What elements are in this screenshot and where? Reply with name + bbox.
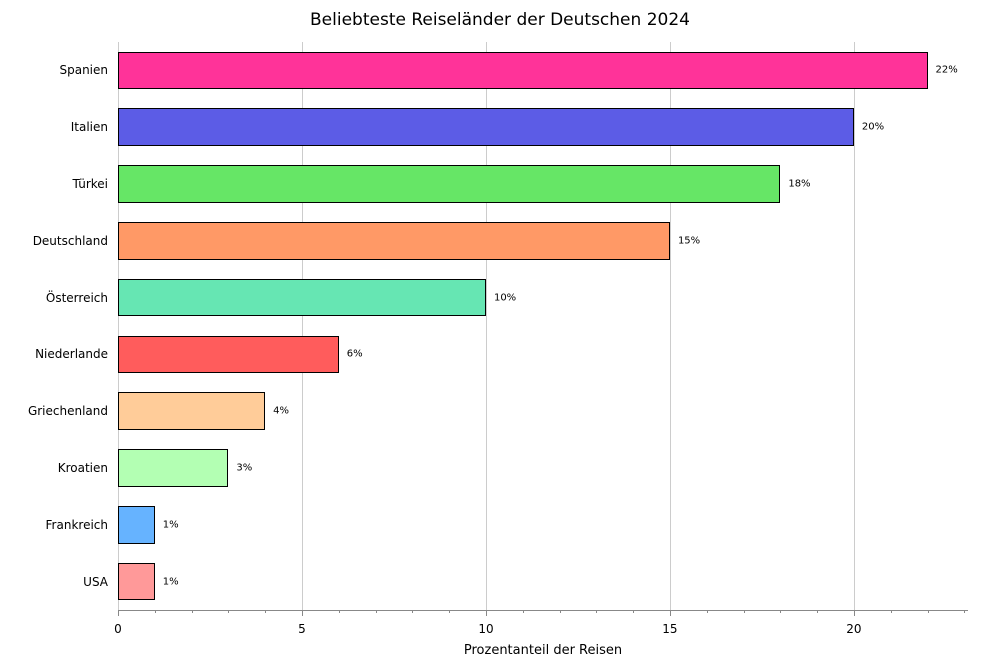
bar [118, 392, 265, 429]
chart-title: Beliebteste Reiseländer der Deutschen 20… [0, 10, 1000, 30]
y-tick-label: Griechenland [28, 404, 108, 418]
x-tick-minor [891, 610, 892, 613]
x-tick-minor [780, 610, 781, 613]
x-tick [486, 610, 487, 616]
x-tick-label: 15 [662, 622, 677, 636]
x-tick-minor [412, 610, 413, 613]
chart-container: Beliebteste Reiseländer der Deutschen 20… [0, 0, 1000, 666]
bar-value-label: 22% [936, 65, 958, 76]
x-tick-label: 5 [298, 622, 306, 636]
bar-value-label: 3% [236, 463, 252, 474]
y-tick-label: Niederlande [35, 347, 108, 361]
x-tick-minor [192, 610, 193, 613]
bar-value-label: 15% [678, 235, 700, 246]
x-tick-minor [523, 610, 524, 613]
x-tick [118, 610, 119, 616]
grid-line [854, 42, 855, 610]
x-tick-minor [928, 610, 929, 613]
y-tick-label: Deutschland [33, 234, 108, 248]
bar [118, 563, 155, 600]
bar [118, 222, 670, 259]
y-tick-label: Türkei [73, 177, 108, 191]
x-tick-minor [155, 610, 156, 613]
bar-value-label: 1% [163, 519, 179, 530]
y-tick-label: Spanien [59, 63, 108, 77]
x-tick-minor [744, 610, 745, 613]
bar [118, 506, 155, 543]
bar-value-label: 20% [862, 122, 884, 133]
y-tick-label: Frankreich [46, 518, 108, 532]
x-tick [302, 610, 303, 616]
x-tick-minor [376, 610, 377, 613]
y-tick-label: Österreich [46, 291, 108, 305]
bar [118, 165, 780, 202]
bar-value-label: 6% [347, 349, 363, 360]
x-tick [670, 610, 671, 616]
x-axis [118, 610, 968, 611]
x-tick-label: 10 [478, 622, 493, 636]
bar [118, 336, 339, 373]
y-tick-label: USA [83, 575, 108, 589]
y-tick-label: Kroatien [58, 461, 108, 475]
plot-area: Prozentanteil der Reisen 0510152022%Span… [118, 42, 968, 610]
x-tick-minor [228, 610, 229, 613]
bar-value-label: 4% [273, 406, 289, 417]
bar-value-label: 10% [494, 292, 516, 303]
x-axis-label: Prozentanteil der Reisen [118, 643, 968, 658]
bar-value-label: 1% [163, 576, 179, 587]
y-tick-label: Italien [71, 120, 108, 134]
x-tick [854, 610, 855, 616]
x-tick-minor [339, 610, 340, 613]
bar [118, 108, 854, 145]
x-tick-minor [265, 610, 266, 613]
x-tick-minor [633, 610, 634, 613]
x-tick-minor [449, 610, 450, 613]
x-tick-minor [707, 610, 708, 613]
bar-value-label: 18% [788, 179, 810, 190]
bar [118, 449, 228, 486]
bar [118, 52, 928, 89]
x-tick-minor [560, 610, 561, 613]
x-tick-minor [596, 610, 597, 613]
x-tick-label: 0 [114, 622, 122, 636]
x-tick-minor [817, 610, 818, 613]
bar [118, 279, 486, 316]
x-tick-minor [964, 610, 965, 613]
x-tick-label: 20 [846, 622, 861, 636]
